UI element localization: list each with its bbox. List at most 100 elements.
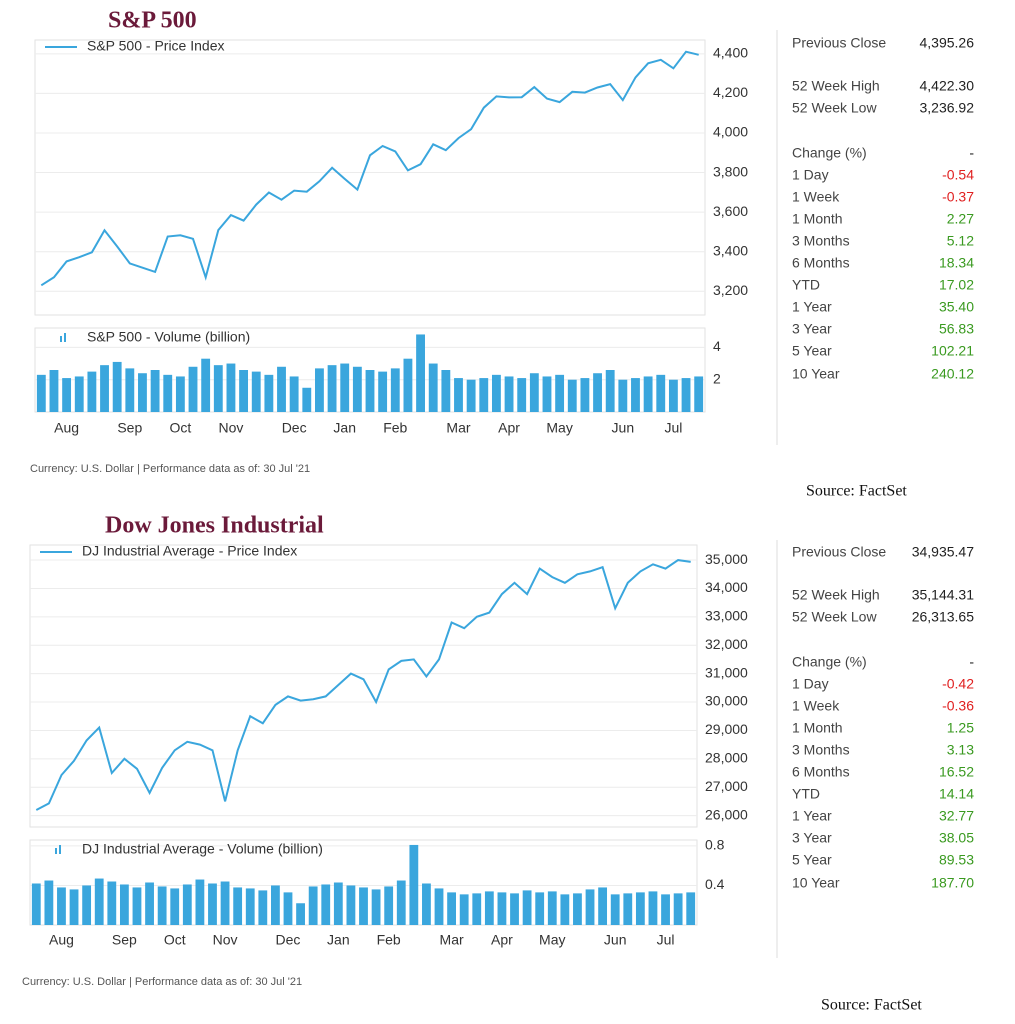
volume-bar bbox=[125, 368, 135, 412]
volume-bar bbox=[233, 887, 243, 925]
volume-bar bbox=[434, 888, 444, 925]
volume-bar bbox=[251, 371, 261, 412]
volume-bar bbox=[289, 376, 299, 412]
x-tick-label: Mar bbox=[446, 420, 470, 436]
volume-bar bbox=[605, 370, 615, 412]
volume-bar bbox=[631, 378, 640, 412]
stat-label: YTD bbox=[792, 277, 820, 293]
stat-label: 10 Year bbox=[792, 875, 840, 891]
stat-label: 6 Months bbox=[792, 255, 850, 271]
volume-bar bbox=[542, 376, 552, 412]
volume-bar bbox=[661, 894, 670, 925]
volume-bar bbox=[656, 374, 666, 412]
plot-area bbox=[34, 39, 706, 316]
volume-bar bbox=[585, 889, 595, 925]
stat-value: 5.12 bbox=[947, 233, 974, 249]
stat-value: 1.25 bbox=[947, 720, 974, 736]
volume-bar bbox=[163, 374, 173, 412]
y-tick-label: 35,000 bbox=[705, 551, 748, 567]
volume-bar bbox=[428, 363, 438, 412]
volume-bar bbox=[522, 890, 532, 925]
y-tick-label: 3,400 bbox=[713, 242, 748, 258]
stat-label: Previous Close bbox=[792, 35, 886, 51]
stat-label: 1 Week bbox=[792, 698, 840, 714]
legend-label: DJ Industrial Average - Price Index bbox=[82, 543, 297, 559]
y-tick-label: 34,000 bbox=[705, 579, 748, 595]
legend-label: S&P 500 - Volume (billion) bbox=[87, 329, 250, 345]
volume-bar bbox=[302, 387, 312, 412]
volume-bar bbox=[378, 371, 388, 412]
volume-bar bbox=[681, 378, 691, 412]
panel-title: Dow Jones Industrial bbox=[105, 513, 324, 539]
x-tick-label: Aug bbox=[49, 932, 74, 948]
stat-value: 16.52 bbox=[939, 764, 974, 780]
volume-bar bbox=[82, 885, 92, 925]
volume-bar bbox=[94, 878, 104, 925]
volume-bar bbox=[416, 334, 425, 412]
volume-bar bbox=[352, 366, 362, 412]
volume-bar bbox=[422, 883, 431, 925]
y-tick-label: 32,000 bbox=[705, 636, 748, 652]
volume-bar bbox=[504, 376, 514, 412]
x-tick-label: Dec bbox=[276, 932, 301, 948]
volume-bar bbox=[74, 376, 84, 412]
volume-bar bbox=[69, 889, 79, 925]
volume-bar bbox=[239, 370, 249, 412]
volume-bar bbox=[44, 880, 54, 925]
stat-value: 3,236.92 bbox=[920, 100, 975, 116]
volume-bar bbox=[100, 365, 109, 412]
volume-bar bbox=[529, 373, 539, 412]
volume-bar bbox=[635, 892, 645, 925]
stat-label: 5 Year bbox=[792, 852, 832, 868]
stat-label: 1 Month bbox=[792, 211, 843, 227]
stat-value: 14.14 bbox=[939, 786, 974, 802]
volume-bar bbox=[441, 370, 451, 412]
x-tick-label: Jan bbox=[327, 932, 350, 948]
x-tick-label: Sep bbox=[117, 420, 142, 436]
x-tick-label: Jan bbox=[333, 420, 356, 436]
volume-bar bbox=[686, 892, 696, 925]
volume-bar bbox=[371, 889, 381, 925]
stat-value: 38.05 bbox=[939, 830, 974, 846]
stat-label: 1 Month bbox=[792, 720, 843, 736]
volume-bar bbox=[49, 370, 59, 412]
stat-label: 10 Year bbox=[792, 366, 840, 382]
volume-bar bbox=[87, 371, 97, 412]
stat-label: 1 Day bbox=[792, 167, 829, 183]
stat-label: 52 Week High bbox=[792, 78, 880, 94]
volume-bar bbox=[491, 374, 501, 412]
stat-label: 3 Months bbox=[792, 742, 850, 758]
volume-bar bbox=[497, 892, 507, 925]
volume-bar bbox=[296, 903, 305, 925]
stat-value: 56.83 bbox=[939, 321, 974, 337]
legend-label: DJ Industrial Average - Volume (billion) bbox=[82, 841, 323, 857]
volume-bar bbox=[359, 887, 368, 925]
volume-bar bbox=[258, 890, 268, 925]
volume-bar bbox=[327, 365, 337, 412]
stat-value: 102.21 bbox=[931, 343, 974, 359]
volume-bar bbox=[396, 880, 406, 925]
stat-value: 4,395.26 bbox=[920, 35, 975, 51]
volume-bar bbox=[264, 374, 274, 412]
volume-bar bbox=[245, 888, 255, 925]
x-tick-label: Nov bbox=[213, 932, 238, 948]
stat-label: 52 Week High bbox=[792, 587, 880, 603]
x-tick-label: May bbox=[539, 932, 565, 948]
volume-bar bbox=[208, 883, 217, 925]
x-tick-label: Mar bbox=[440, 932, 464, 948]
footnote: Currency: U.S. Dollar | Performance data… bbox=[22, 976, 302, 988]
x-tick-label: Jul bbox=[657, 932, 675, 948]
y-tick-label: 29,000 bbox=[705, 721, 748, 737]
volume-bar bbox=[157, 886, 167, 925]
volume-bar bbox=[62, 378, 72, 412]
volume-bar bbox=[694, 376, 704, 412]
stat-label: YTD bbox=[792, 786, 820, 802]
stat-value: - bbox=[969, 145, 974, 161]
volume-bar bbox=[31, 883, 41, 925]
volume-bar bbox=[277, 366, 286, 412]
x-tick-label: Apr bbox=[498, 420, 520, 436]
volume-bar bbox=[472, 893, 482, 925]
volume-bar bbox=[175, 376, 185, 412]
volume-bar bbox=[57, 887, 66, 925]
x-tick-label: Feb bbox=[383, 420, 407, 436]
